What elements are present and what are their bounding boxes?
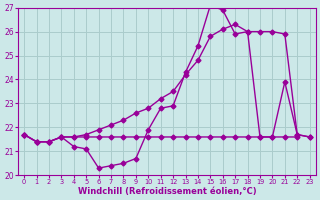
X-axis label: Windchill (Refroidissement éolien,°C): Windchill (Refroidissement éolien,°C) (77, 187, 256, 196)
